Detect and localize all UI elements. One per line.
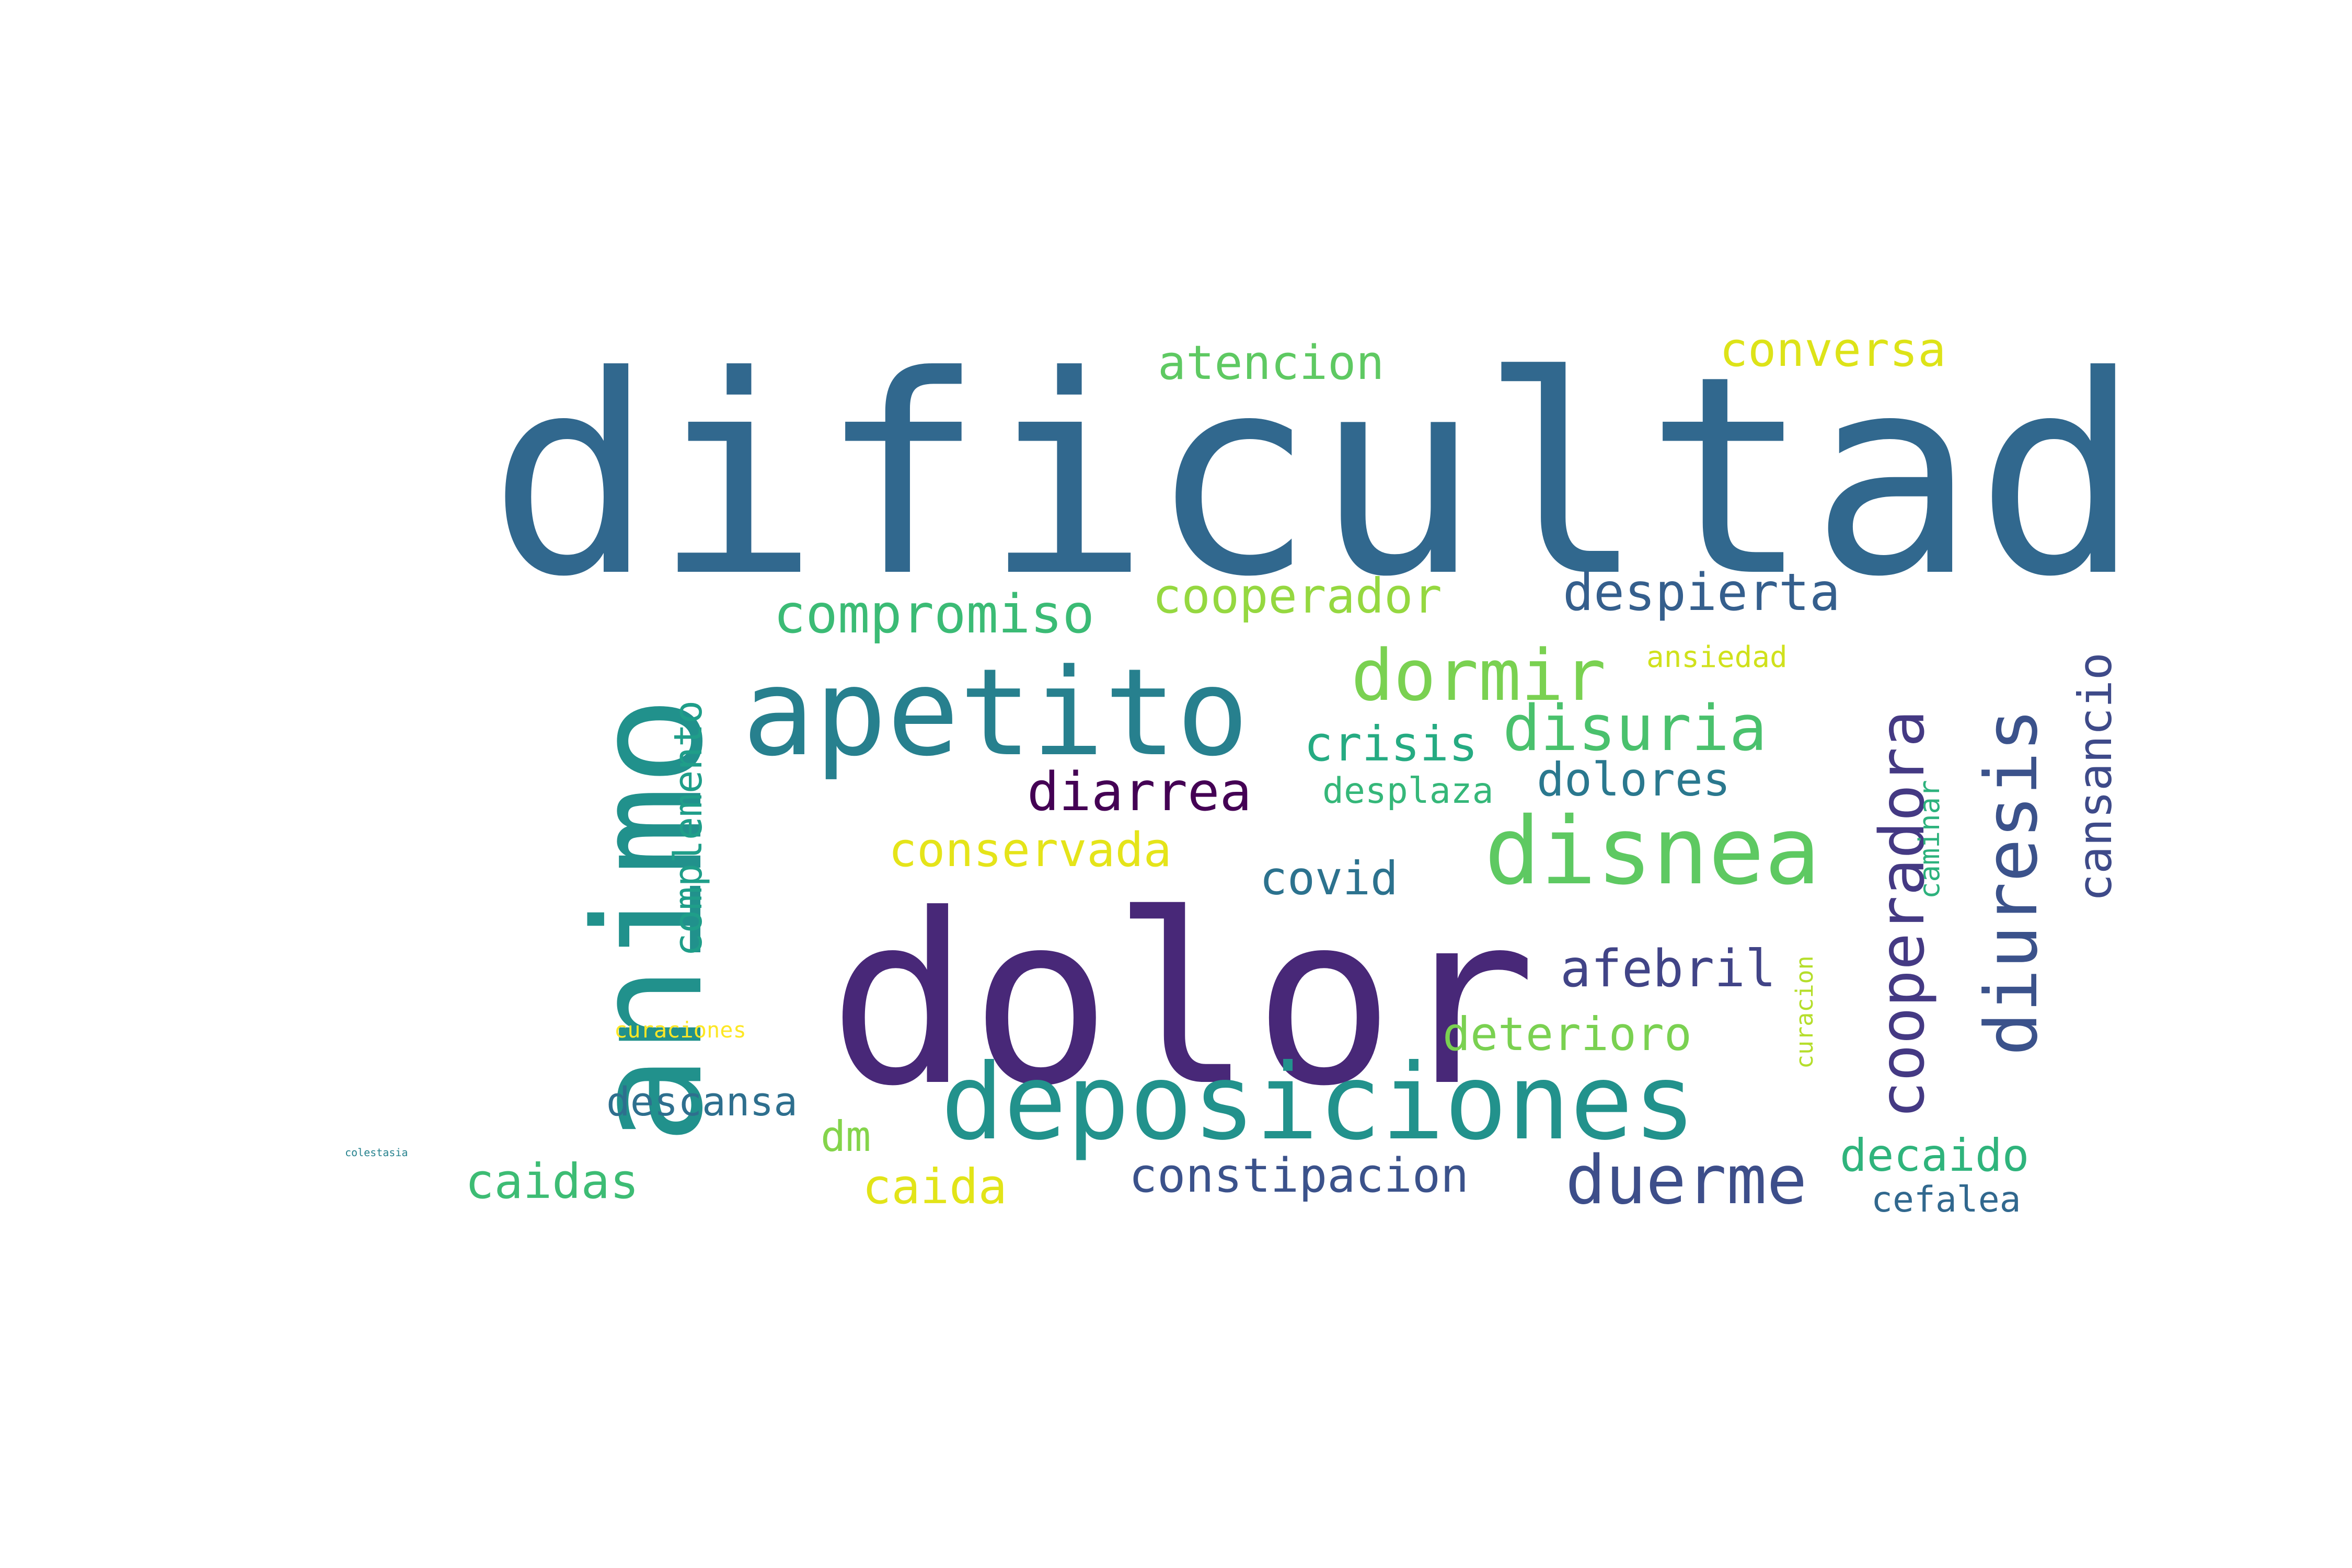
word-diarrea: diarrea [1027,761,1252,823]
word-ansiedad: ansiedad [1646,640,1788,674]
word-cooperadora: cooperadora [1866,710,1938,1119]
word-covid: covid [1260,851,1398,905]
word-dolor: dolor [828,864,1537,1138]
word-desplaza: desplaza [1322,770,1494,812]
word-curaciones: curaciones [614,1017,746,1043]
word-apetito: apetito [742,643,1249,783]
word-duerme: duerme [1565,1142,1807,1219]
word-atencion: atencion [1158,336,1385,390]
word-curacion: curacion [1791,955,1818,1069]
word-disuria: disuria [1503,693,1767,765]
word-dm: dm [821,1112,871,1161]
word-diuresis: diuresis [1969,708,2054,1056]
word-caida: caida [862,1159,1007,1215]
word-compromiso: compromiso [774,583,1095,645]
word-conservada: conservada [889,823,1172,878]
word-decaido: decaido [1840,1129,2030,1182]
word-deterioro: deterioro [1443,1007,1692,1061]
word-cefalea: cefalea [1871,1179,2021,1220]
word-dormir: dormir [1351,635,1606,717]
word-complemento: complemento [666,700,711,956]
word-dolores: dolores [1537,753,1731,806]
word-cansancio: cansancio [2068,652,2122,902]
word-despierta: despierta [1563,563,1841,622]
word-dificultad: dificultad [489,317,2141,637]
word-conversa: conversa [1720,322,1946,377]
word-descansa: descansa [606,1078,798,1125]
word-cooperador: cooperador [1152,568,1442,624]
word-afebril: afebril [1560,939,1777,999]
word-caidas: caidas [465,1154,639,1209]
word-caminar: caminar [1913,780,1946,899]
word-constipacion: constipacion [1129,1148,1469,1203]
word-crisis: crisis [1304,716,1478,772]
word-deposiciones: deposiciones [941,1042,1696,1163]
word-colestasia: colestasia [345,1146,408,1159]
word-disnea: disnea [1484,797,1820,905]
